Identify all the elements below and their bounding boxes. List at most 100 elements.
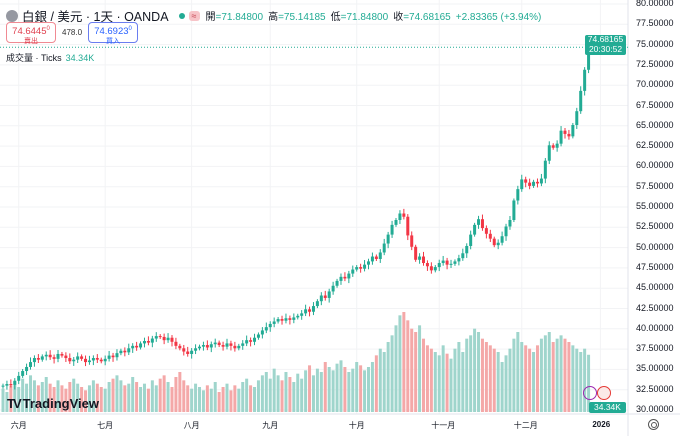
volume-bar (390, 335, 394, 412)
price-tick-label: 47.50000 (636, 261, 674, 272)
volume-bar (386, 342, 390, 412)
volume-bar (5, 392, 9, 412)
candle-body (44, 354, 48, 357)
volume-bar (178, 372, 182, 412)
candle-body (72, 359, 76, 362)
price-tick-label: 77.50000 (636, 18, 674, 29)
price-tick-label: 70.00000 (636, 79, 674, 90)
candle-body (229, 343, 233, 346)
candle-body (390, 224, 394, 235)
candle-body (429, 266, 433, 271)
volume-bar (319, 372, 323, 412)
volume-bar (327, 367, 331, 412)
candle-body (91, 358, 95, 361)
buy-button[interactable]: 74.69230 買入 (88, 22, 139, 45)
candle-body (25, 366, 29, 372)
ohlc-key: 收 (393, 12, 404, 23)
ohlc-key: 低 (330, 12, 341, 23)
candle-body (146, 340, 150, 343)
symbol-header: 白銀 / 美元 · 1天 · OANDA ≈ 開=71.84800 高=75.14… (6, 6, 546, 25)
volume-bar (272, 368, 276, 412)
candle-body (555, 143, 559, 148)
volume-bar (25, 383, 29, 412)
volume-bar (40, 382, 44, 412)
candle-body (433, 267, 437, 271)
candle-body (449, 263, 453, 265)
us-flag-icon[interactable] (597, 386, 611, 400)
candle-body (268, 323, 272, 328)
volume-bar (32, 380, 36, 412)
candle-body (264, 327, 268, 331)
candle-body (119, 350, 123, 354)
candle-body (406, 216, 410, 236)
volume-legend[interactable]: 成交量 · Ticks 34.34K (6, 51, 94, 64)
volume-bar (249, 385, 253, 412)
candle-body (528, 182, 532, 186)
sell-button[interactable]: 74.64450 賣出 (6, 22, 56, 45)
time-tick-label: 七月 (97, 421, 114, 430)
symbol-title[interactable]: 白銀 / 美元 · 1天 · OANDA (22, 10, 169, 24)
sell-label: 賣出 (24, 38, 38, 46)
volume-bar (347, 372, 351, 412)
price-tick-label: 42.50000 (636, 302, 674, 313)
volume-bar (484, 342, 488, 412)
candle-body (190, 350, 194, 354)
volume-bar (91, 380, 95, 412)
volume-bar (76, 383, 80, 412)
volume-bar (315, 368, 319, 412)
candle-body (559, 130, 563, 144)
candle-body (194, 348, 198, 351)
candle-body (327, 291, 331, 298)
volume-bar (264, 372, 268, 412)
candle-body (158, 336, 162, 338)
time-tick-label: 十二月 (513, 421, 538, 430)
volume-bar (123, 385, 127, 412)
volume-bar (229, 390, 233, 412)
price-tick-label: 72.50000 (636, 58, 674, 69)
event-icon[interactable] (583, 386, 597, 400)
change-value: +2.83365 (+3.94%) (455, 12, 542, 23)
candle-body (453, 261, 457, 264)
tradingview-logo[interactable]: TV TradingView (7, 396, 99, 411)
volume-bar (587, 354, 591, 412)
volume-bar (532, 352, 536, 412)
volume-bar (72, 378, 76, 412)
volume-bar (60, 385, 64, 412)
volume-bar (543, 335, 547, 412)
volume-bar (453, 348, 457, 412)
volume-bar (469, 335, 473, 412)
volume-bar (583, 348, 587, 412)
candle-body (201, 345, 205, 347)
volume-bar (382, 352, 386, 412)
volume-bar (103, 388, 107, 412)
candle-body (17, 375, 21, 381)
price-tick-label: 55.00000 (636, 201, 674, 211)
price-tick-label: 80.00000 (636, 0, 674, 8)
candle-body (374, 256, 378, 259)
volume-bar (414, 332, 418, 412)
volume-bar (142, 383, 146, 412)
volume-bar (449, 358, 453, 412)
volume-bar (52, 387, 56, 412)
candle-body (539, 178, 543, 184)
volume-bar (571, 345, 575, 412)
settings-gear-icon[interactable] (648, 419, 659, 430)
volume-bar (355, 362, 359, 412)
wave-icon[interactable]: ≈ (188, 10, 200, 21)
volume-bar (154, 385, 158, 412)
candle-body (445, 260, 449, 265)
volume-bar (575, 348, 579, 412)
volume-bar (500, 362, 504, 412)
candle-body (292, 317, 296, 320)
candle-body (535, 181, 539, 184)
candle-body (480, 219, 484, 229)
time-tick-label: 十月 (348, 421, 365, 430)
candle-body (95, 358, 99, 360)
volume-bar (186, 385, 190, 412)
volume-bar (150, 380, 154, 412)
volume-bar (535, 345, 539, 412)
volume-bar (488, 345, 492, 412)
volume-bar (99, 387, 103, 412)
candle-body (437, 263, 441, 268)
